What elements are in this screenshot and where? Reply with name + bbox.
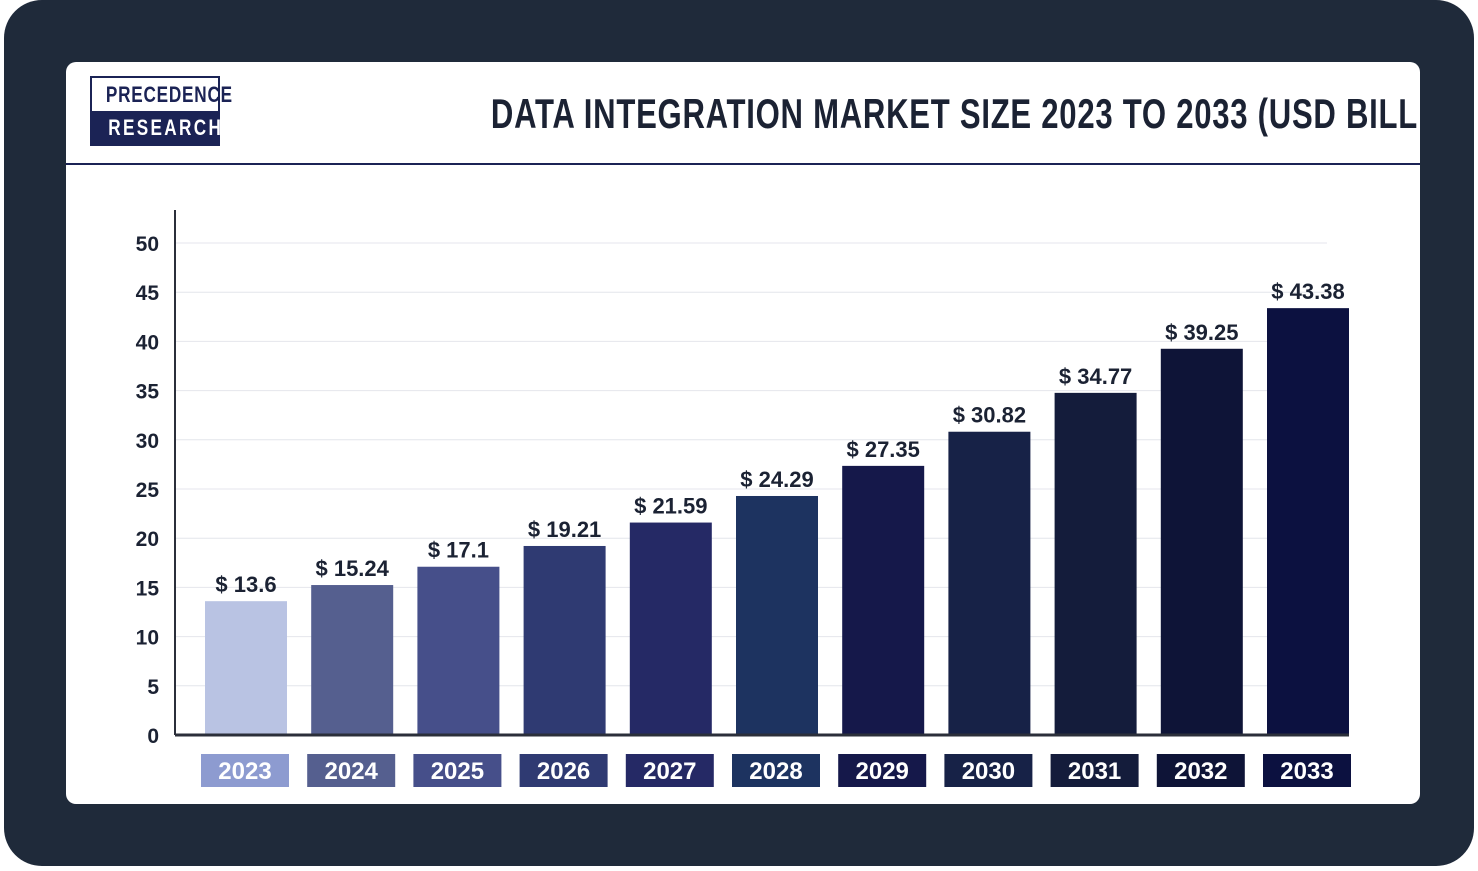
category-label-box <box>944 754 1033 787</box>
category-label-box <box>625 754 714 787</box>
x-tick-label: 2026 <box>537 758 590 785</box>
header-divider <box>66 163 1420 165</box>
y-tick-label: 25 <box>136 479 160 502</box>
bar <box>948 431 1031 735</box>
logo-line-2: RESEARCH <box>108 115 224 140</box>
bar <box>1267 308 1349 735</box>
y-tick-label: 35 <box>136 381 160 404</box>
x-tick-label: 2027 <box>643 758 696 785</box>
bar <box>311 585 394 735</box>
bar <box>417 566 500 735</box>
x-tick-label: 2029 <box>856 758 909 785</box>
x-tick-label: 2033 <box>1280 758 1333 785</box>
bar <box>1054 392 1137 735</box>
bar <box>1160 348 1243 735</box>
y-tick-label: 40 <box>136 331 159 354</box>
data-label: $ 21.59 <box>634 494 707 519</box>
x-tick-label: 2023 <box>218 758 271 785</box>
chart-title: DATA INTEGRATION MARKET SIZE 2023 TO 203… <box>490 90 1420 137</box>
y-tick-label: 5 <box>147 676 159 699</box>
data-label: $ 27.35 <box>846 437 919 462</box>
y-tick-label: 20 <box>136 528 159 551</box>
bar <box>523 545 606 735</box>
category-label-box <box>838 754 927 787</box>
bar <box>629 522 712 735</box>
x-tick-label: 2028 <box>749 758 802 785</box>
data-label: $ 15.24 <box>315 556 389 581</box>
x-tick-label: 2024 <box>325 758 379 785</box>
data-label: $ 39.25 <box>1165 320 1238 345</box>
category-label-box <box>413 754 502 787</box>
logo-line-2-band: RESEARCH <box>92 111 221 144</box>
y-tick-label: 0 <box>147 725 159 748</box>
data-label: $ 24.29 <box>740 467 813 492</box>
bar <box>205 601 287 735</box>
y-tick-label: 50 <box>136 233 159 256</box>
data-label: $ 13.6 <box>215 572 276 597</box>
category-label-box <box>1156 754 1245 787</box>
x-tick-label: 2032 <box>1174 758 1227 785</box>
y-tick-label: 30 <box>136 430 159 453</box>
category-label-box <box>519 754 608 787</box>
data-label: $ 30.82 <box>953 403 1026 428</box>
chart-title-container: DATA INTEGRATION MARKET SIZE 2023 TO 203… <box>316 86 1420 142</box>
category-label-box <box>732 754 820 787</box>
precedence-research-logo: PRECEDENCE RESEARCH <box>90 76 232 146</box>
bar <box>842 465 925 735</box>
bar <box>736 495 818 735</box>
x-tick-label: 2025 <box>431 758 484 785</box>
y-tick-label: 10 <box>136 627 159 650</box>
x-tick-label: 2031 <box>1068 758 1121 785</box>
y-tick-label: 15 <box>136 577 160 600</box>
x-tick-label: 2030 <box>962 758 1015 785</box>
data-label: $ 43.38 <box>1271 279 1344 304</box>
y-tick-label: 45 <box>136 282 160 305</box>
category-label-box <box>307 754 396 787</box>
category-label-box <box>1263 754 1351 787</box>
data-label: $ 34.77 <box>1059 364 1132 389</box>
data-label: $ 17.1 <box>428 538 489 563</box>
category-label-box <box>1050 754 1139 787</box>
chart-card: PRECEDENCE RESEARCH DATA INTEGRATION MAR… <box>66 62 1420 804</box>
outer-frame: PRECEDENCE RESEARCH DATA INTEGRATION MAR… <box>4 0 1474 866</box>
category-label-box <box>201 754 289 787</box>
data-label: $ 19.21 <box>528 517 601 542</box>
